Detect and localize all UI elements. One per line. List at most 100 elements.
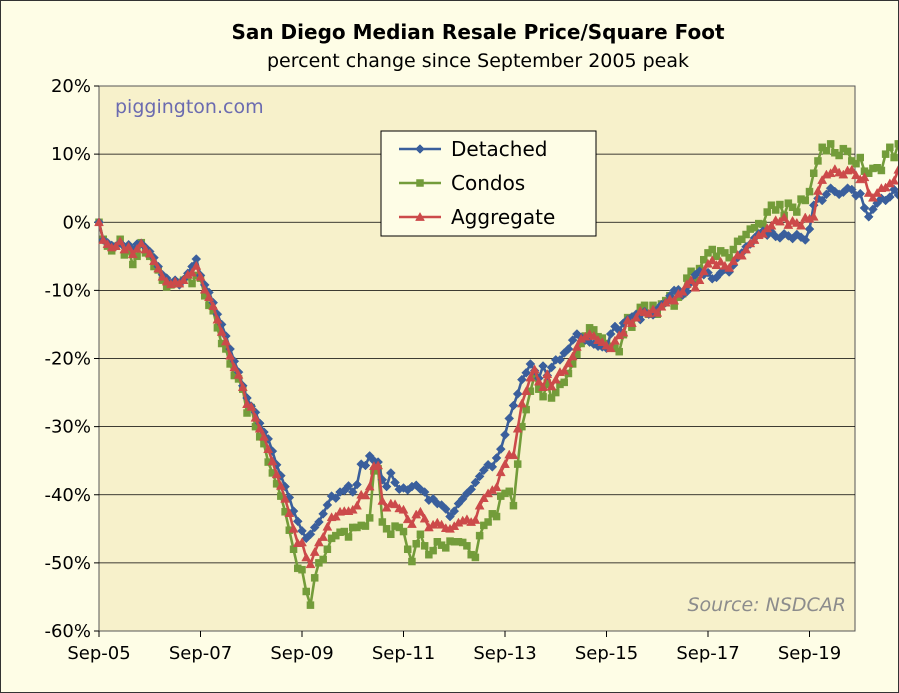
condos-point [738, 235, 746, 244]
detached-point [563, 344, 574, 354]
condos-point [886, 143, 894, 152]
detached-point [521, 367, 531, 378]
detached-point [381, 481, 392, 492]
aggregate-point [491, 482, 502, 492]
aggregate-point [495, 467, 506, 477]
aggregate-point [407, 519, 417, 528]
aggregate-point [588, 331, 599, 340]
y-tick-label: -10% [44, 280, 91, 301]
aggregate-point [313, 537, 324, 547]
detached-point [893, 190, 898, 200]
y-tick-label: -20% [44, 349, 91, 370]
aggregate-point [563, 358, 574, 368]
detached-point [863, 211, 874, 222]
detached-point [804, 224, 815, 234]
detached-point [538, 361, 548, 371]
legend-label-aggregate: Aggregate [451, 205, 555, 229]
condos-point [742, 230, 750, 239]
aggregate-point [707, 255, 718, 265]
aggregate-point [677, 286, 688, 296]
aggregate-point [377, 495, 388, 505]
detached-point [352, 479, 362, 490]
condos-point [801, 196, 810, 205]
aggregate-point [470, 514, 481, 524]
aggregate-point [322, 521, 333, 531]
condos-point [776, 200, 784, 209]
aggregate-point [153, 263, 164, 273]
legend-marker-aggregate [415, 211, 425, 221]
source-note: Source: NSDCAR [688, 594, 847, 616]
x-tick-label: Sep-17 [676, 643, 739, 664]
aggregate-point [402, 514, 413, 524]
detached-point [466, 484, 477, 495]
aggregate-point [478, 493, 489, 503]
aggregate-point [136, 238, 147, 248]
aggregate-point [893, 165, 898, 174]
condos-point [310, 574, 319, 582]
aggregate-point [309, 546, 320, 556]
condos-point [708, 245, 716, 254]
aggregate-point [390, 499, 400, 509]
aggregate-point [199, 284, 210, 294]
detached-point [546, 362, 557, 373]
condos-point [425, 550, 433, 559]
condos-point [298, 565, 306, 574]
detached-point [567, 335, 578, 345]
y-tick-label: -40% [44, 485, 91, 506]
aggregate-point [220, 336, 231, 346]
chart-subtitle: percent change since September 2005 peak [267, 50, 689, 72]
aggregate-point [318, 531, 329, 541]
series-aggregate [94, 164, 898, 569]
detached-point [385, 468, 396, 478]
aggregate-point [559, 365, 570, 375]
aggregate-point [516, 398, 527, 408]
aggregate-point [191, 260, 202, 270]
condos-point [615, 347, 623, 356]
condos-point [809, 169, 818, 177]
y-tick-label: 10% [51, 144, 91, 165]
aggregate-point [567, 351, 578, 361]
aggregate-point [715, 256, 726, 266]
condos-point [302, 587, 310, 596]
watermark: piggington.com [115, 96, 264, 118]
aggregate-point [779, 212, 790, 222]
aggregate-point [766, 220, 777, 230]
condos-point [877, 166, 886, 175]
aggregate-point [132, 243, 142, 253]
aggregate-point [533, 376, 544, 386]
aggregate-point [758, 228, 768, 238]
aggregate-point [538, 382, 548, 391]
y-tick-label: -50% [44, 553, 91, 574]
aggregate-point [829, 164, 840, 173]
condos-point [188, 279, 196, 288]
detached-point [419, 487, 430, 497]
aggregate-point [254, 423, 265, 433]
condos-point [539, 392, 547, 401]
aggregate-point [872, 187, 883, 197]
condos-point [852, 159, 860, 168]
aggregate-point [398, 504, 409, 514]
detached-point [318, 508, 328, 519]
aggregate-point [140, 244, 151, 254]
aggregate-point [889, 175, 898, 185]
condos-point [129, 260, 137, 269]
aggregate-point [263, 444, 274, 453]
detached-point [517, 374, 527, 385]
aggregate-point [123, 241, 134, 251]
aggregate-point [648, 304, 658, 314]
aggregate-point [512, 423, 523, 433]
condos-point [387, 530, 395, 539]
detached-point [474, 471, 485, 482]
detached-point [360, 460, 371, 471]
detached-point [297, 526, 307, 536]
aggregate-point [195, 271, 206, 281]
condos-point [894, 140, 898, 148]
aggregate-point [275, 480, 286, 490]
detached-point [479, 465, 489, 476]
aggregate-point [796, 220, 806, 230]
detached-point [470, 477, 481, 488]
condos-point [408, 557, 416, 566]
aggregate-point [652, 307, 663, 317]
detached-point [445, 511, 455, 522]
